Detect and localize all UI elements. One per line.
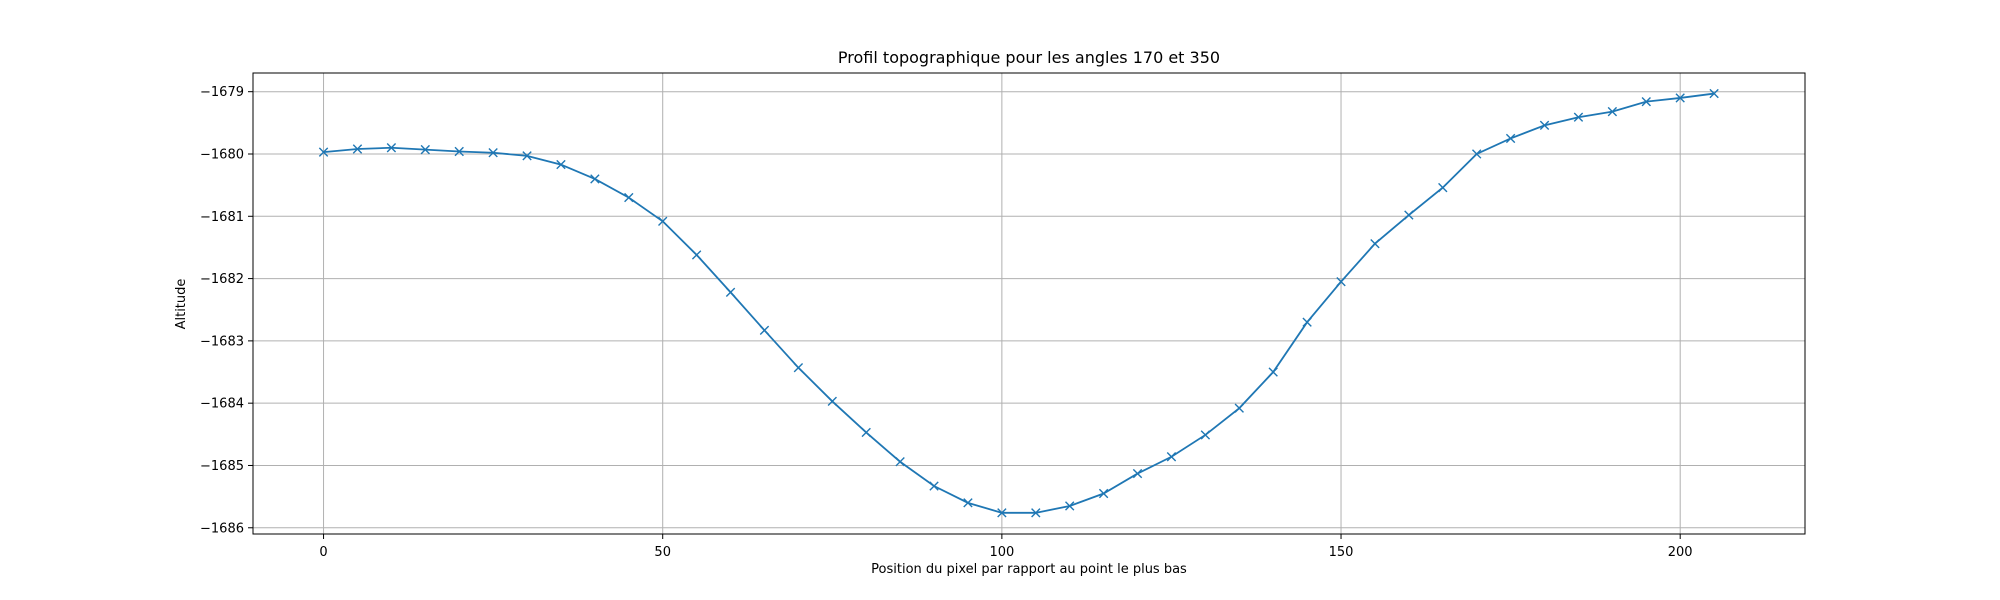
y-tick-label: −1682 [200,272,244,287]
x-tick-label: 100 [989,545,1014,560]
y-tick-label: −1686 [200,521,244,536]
data-point-marker [1370,239,1380,249]
data-point-marker [1404,210,1414,220]
data-point-marker [1031,508,1041,518]
tick-layer: 0 50 100 150 200 −1679 −1680 −1681 −1682 −1683 −16… [200,85,1693,560]
data-point-marker [1234,403,1244,413]
y-tick-label: −1685 [200,459,244,474]
data-point-marker [929,481,939,491]
data-point-marker [590,174,600,184]
data-point-marker [691,250,702,260]
data-point-marker [861,427,871,438]
data-point-marker [352,144,363,154]
x-tick-label: 150 [1329,545,1354,560]
x-tick-label: 0 [319,545,327,560]
data-point-marker [318,147,329,157]
y-tick-label: −1679 [200,85,244,100]
data-point-marker [793,362,804,373]
data-point-marker [725,287,736,297]
data-point-marker [1607,106,1618,117]
data-point-marker [522,151,532,161]
y-tick-label: −1681 [200,210,244,225]
data-point-marker [1302,317,1312,327]
x-axis-label: Position du pixel par rapport au point l… [871,562,1187,577]
data-point-marker [1505,133,1516,144]
data-point-marker [420,144,430,155]
data-point-marker [1438,182,1448,193]
grid-layer [253,73,1805,534]
x-tick-label: 200 [1668,545,1693,560]
data-point-marker [386,143,397,153]
data-point-marker [1675,93,1685,103]
data-point-marker [1539,120,1550,131]
data-point-marker [963,498,973,508]
data-point-marker [997,508,1007,518]
y-tick-label: −1683 [200,334,244,349]
data-point-marker [1268,367,1278,377]
data-point-marker [658,216,668,226]
data-point-marker [556,159,566,170]
series-line [323,92,1715,514]
data-point-marker [1336,277,1346,287]
y-axis-label: Altitude [174,279,189,330]
y-tick-label: −1684 [200,397,244,412]
data-point-marker [827,396,837,407]
plot-frame [252,72,1806,535]
data-point-marker [1065,501,1075,511]
data-point-marker [488,148,498,158]
data-point-marker [1098,488,1109,499]
series-layer [318,88,1719,518]
chart-title: Profil topographique pour les angles 170… [838,48,1220,67]
data-point-marker [1166,452,1177,462]
data-point-marker [1132,468,1143,479]
data-point-marker [624,192,634,203]
data-point-marker [1709,88,1719,99]
y-tick-label: −1680 [200,147,244,162]
data-point-marker [1573,112,1584,122]
data-point-marker [454,146,464,157]
data-point-marker [1471,149,1482,159]
x-tick-label: 50 [654,545,671,560]
data-point-marker [1641,96,1651,107]
data-point-marker [895,457,905,467]
data-point-marker [759,325,770,335]
data-point-marker [1200,430,1211,440]
